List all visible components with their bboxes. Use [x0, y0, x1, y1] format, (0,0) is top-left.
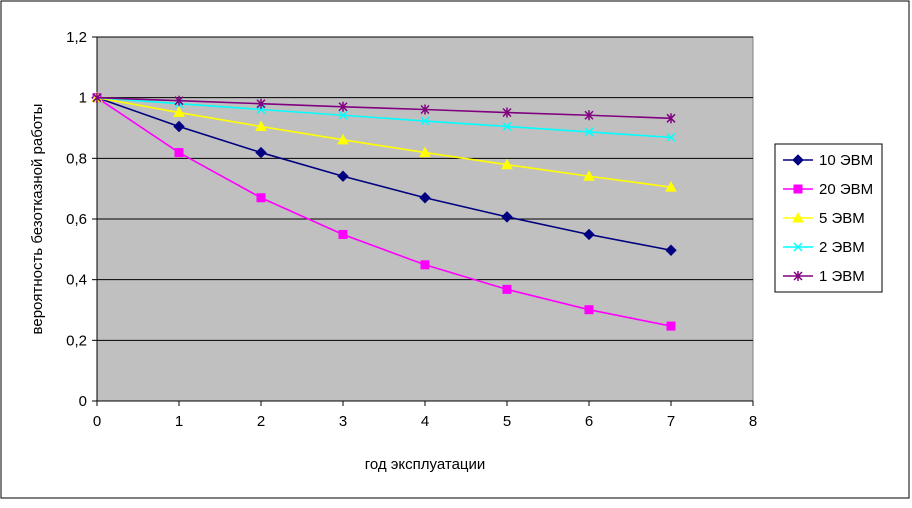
- series-layer: [91, 91, 677, 331]
- x-tick-label: 8: [749, 413, 757, 430]
- series-line: [96, 96, 672, 188]
- x-tick-label: 7: [667, 413, 675, 430]
- series-line: [96, 96, 672, 120]
- series-5: [92, 92, 676, 124]
- series-line: [96, 96, 672, 139]
- series-line: [96, 97, 672, 327]
- data-point: [501, 211, 513, 223]
- legend-entry: 2 ЭВМ: [783, 239, 865, 256]
- x-axis-ticks: 0 1 2 3 4 5 6 7 8: [93, 401, 757, 430]
- x-tick-label: 6: [585, 413, 593, 430]
- data-point: [337, 170, 349, 182]
- legend-label: 5 ЭВМ: [819, 210, 865, 227]
- data-point: [502, 121, 512, 132]
- data-point: [256, 193, 266, 203]
- data-point: [419, 146, 431, 158]
- y-axis-title: вероятность безотказной работы: [29, 104, 46, 335]
- data-point: [665, 181, 677, 192]
- legend-marker: [793, 184, 803, 194]
- legend-marker-stroke: [793, 242, 803, 252]
- data-point: [666, 132, 676, 142]
- data-point: [173, 106, 185, 118]
- series-2: [92, 93, 676, 331]
- x-tick-label: 2: [257, 413, 265, 430]
- data-point: [665, 244, 677, 256]
- data-point: [255, 120, 267, 131]
- legend-label: 1 ЭВМ: [819, 268, 865, 285]
- y-tick-label: 0: [79, 393, 87, 410]
- data-point: [174, 148, 184, 158]
- data-point: [501, 158, 513, 170]
- data-point-stroke: [338, 110, 348, 120]
- legend-entry: 20 ЭВМ: [783, 181, 873, 198]
- y-tick-label: 0,6: [66, 211, 87, 228]
- legend-label: 2 ЭВМ: [819, 239, 865, 256]
- legend-marker: [793, 271, 803, 281]
- data-point: [338, 101, 348, 112]
- x-tick-label: 3: [339, 413, 347, 430]
- x-tick-label: 1: [175, 413, 183, 430]
- data-point: [338, 229, 348, 239]
- data-point: [666, 321, 676, 331]
- data-point: [420, 116, 430, 126]
- data-point: [338, 110, 348, 120]
- legend-marker: [792, 211, 804, 223]
- legend-entry: 5 ЭВМ: [783, 210, 865, 227]
- data-point: [256, 98, 266, 109]
- x-tick-label: 4: [421, 413, 429, 430]
- data-point: [666, 113, 676, 124]
- data-point-stroke: [420, 116, 430, 126]
- data-point: [584, 127, 594, 137]
- legend-marker: [793, 242, 803, 252]
- legend-label: 20 ЭВМ: [819, 181, 873, 198]
- data-point: [502, 107, 512, 118]
- legend-marker: [792, 154, 804, 166]
- x-tick-label: 5: [503, 413, 511, 430]
- y-tick-label: 0,8: [66, 150, 87, 167]
- data-point-stroke: [666, 132, 676, 142]
- y-tick-label: 1: [79, 90, 87, 107]
- legend-entry: 10 ЭВМ: [783, 152, 873, 169]
- data-point-stroke: [502, 121, 512, 132]
- y-tick-label: 1,2: [66, 29, 87, 46]
- y-tick-label: 0,4: [66, 272, 87, 289]
- data-point: [174, 95, 184, 106]
- x-axis-title: год эксплуатации: [365, 456, 486, 473]
- data-point: [419, 192, 431, 204]
- data-point: [255, 146, 267, 159]
- data-point: [420, 260, 430, 270]
- data-point: [173, 120, 185, 133]
- legend-entry: 1 ЭВМ: [783, 268, 865, 285]
- data-point: [584, 305, 594, 315]
- legend: 10 ЭВМ 20 ЭВМ 5 ЭВМ 2 ЭВМ 1 ЭВМ: [774, 143, 883, 293]
- x-tick-label: 0: [93, 413, 101, 430]
- data-point: [337, 133, 349, 145]
- series-line: [96, 96, 672, 252]
- gridlines: [97, 36, 753, 341]
- y-axis-ticks: 0 0,2 0,4 0,6 0,8 1 1,2: [66, 29, 97, 410]
- data-point: [583, 228, 595, 241]
- data-point: [92, 92, 102, 103]
- data-point: [420, 104, 430, 115]
- data-point: [584, 110, 594, 121]
- data-point-stroke: [584, 127, 594, 137]
- series-3: [91, 91, 677, 192]
- y-tick-label: 0,2: [66, 332, 87, 349]
- legend-label: 10 ЭВМ: [819, 152, 873, 169]
- data-point: [583, 170, 595, 181]
- data-point: [502, 284, 512, 294]
